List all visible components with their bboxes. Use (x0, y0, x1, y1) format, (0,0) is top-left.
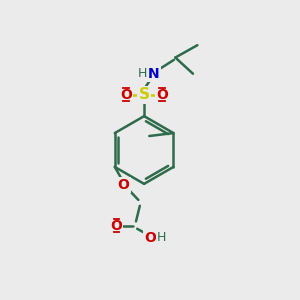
Text: N: N (148, 67, 160, 81)
Text: H: H (157, 231, 166, 244)
Text: S: S (139, 87, 150, 102)
Text: O: O (120, 88, 132, 102)
Text: O: O (156, 88, 168, 102)
Text: H: H (138, 67, 148, 80)
Text: O: O (144, 231, 156, 244)
Text: O: O (110, 219, 122, 233)
Text: O: O (118, 178, 130, 192)
